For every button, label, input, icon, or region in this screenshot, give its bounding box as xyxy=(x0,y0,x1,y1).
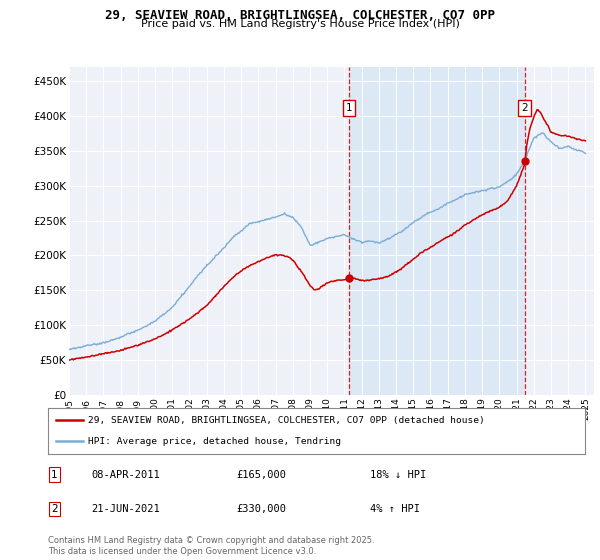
Text: 08-APR-2011: 08-APR-2011 xyxy=(91,470,160,480)
Text: 29, SEAVIEW ROAD, BRIGHTLINGSEA, COLCHESTER, CO7 0PP (detached house): 29, SEAVIEW ROAD, BRIGHTLINGSEA, COLCHES… xyxy=(88,416,485,424)
Text: £330,000: £330,000 xyxy=(236,504,286,514)
Text: HPI: Average price, detached house, Tendring: HPI: Average price, detached house, Tend… xyxy=(88,437,341,446)
Text: 2: 2 xyxy=(51,504,58,514)
Text: £165,000: £165,000 xyxy=(236,470,286,480)
Text: 2: 2 xyxy=(521,103,528,113)
Bar xyxy=(349,67,524,395)
Text: 4% ↑ HPI: 4% ↑ HPI xyxy=(370,504,420,514)
Text: 18% ↓ HPI: 18% ↓ HPI xyxy=(370,470,427,480)
Text: 29, SEAVIEW ROAD, BRIGHTLINGSEA, COLCHESTER, CO7 0PP: 29, SEAVIEW ROAD, BRIGHTLINGSEA, COLCHES… xyxy=(105,9,495,22)
Text: 1: 1 xyxy=(51,470,58,480)
Text: Contains HM Land Registry data © Crown copyright and database right 2025.
This d: Contains HM Land Registry data © Crown c… xyxy=(48,536,374,556)
Text: Price paid vs. HM Land Registry's House Price Index (HPI): Price paid vs. HM Land Registry's House … xyxy=(140,19,460,29)
Text: 21-JUN-2021: 21-JUN-2021 xyxy=(91,504,160,514)
Text: 1: 1 xyxy=(346,103,352,113)
